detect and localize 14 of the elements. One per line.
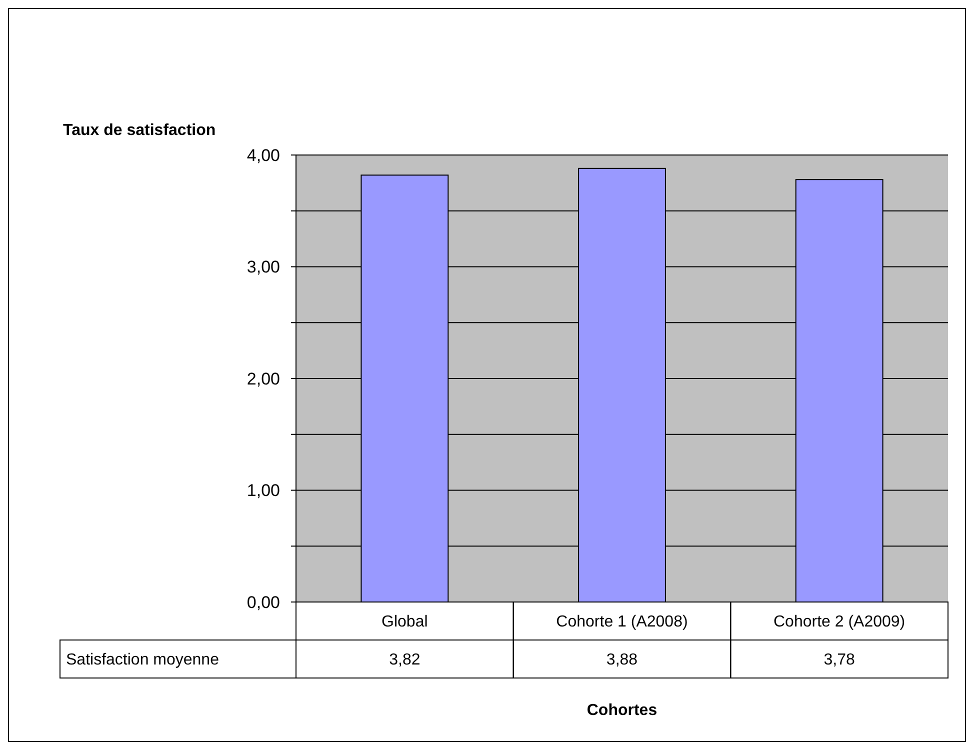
data-label: 3,88 [606,652,638,669]
data-label: 3,82 [389,652,420,669]
text: Satisfaction moyenne [66,652,220,669]
x-axis-title: Cohortes [586,702,658,719]
y-tick-label: 0,00 [246,592,280,612]
y-tick-label: 4,00 [246,146,280,165]
x-tick-label: Cohorte 1 (A2008) [556,614,688,631]
x-tick-label: Global [382,614,428,631]
x-tick-label: Cohorte 2 (A2009) [774,614,906,631]
y-tick-label: 2,00 [246,369,280,388]
y-tick-label: 3,00 [246,258,280,277]
y-axis-title: Taux de satisfaction [63,122,216,139]
data-label: 3,78 [824,652,856,669]
y-tick-label: 1,00 [246,481,280,500]
